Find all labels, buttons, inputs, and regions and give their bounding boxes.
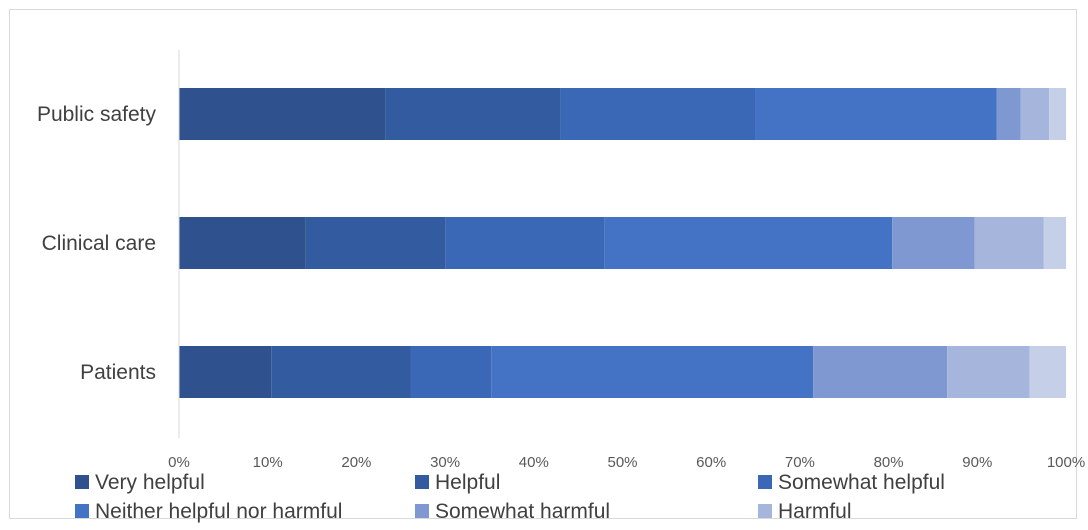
category-label: Public safety <box>37 103 157 126</box>
bar-segment-public-safety-3 <box>755 88 997 140</box>
x-tick-label: 10% <box>253 454 283 471</box>
bar-segment-patients-0 <box>179 346 272 398</box>
x-tick-label: 50% <box>607 454 637 471</box>
x-tick-label: 20% <box>341 454 371 471</box>
legend-swatch <box>758 504 772 518</box>
legend-swatch <box>75 475 89 489</box>
bar-segment-patients-6 <box>1029 346 1066 398</box>
bar-segment-patients-5 <box>947 346 1030 398</box>
category-labels: Public safety Clinical care Patients <box>37 103 157 384</box>
legend-item-neither-helpful-nor-harmful: Neither helpful nor harmful <box>75 500 342 523</box>
legend-label: Somewhat helpful <box>778 471 945 494</box>
bar-segment-public-safety-0 <box>179 88 386 140</box>
x-tick-label: 60% <box>696 454 726 471</box>
x-tick-label: 70% <box>785 454 815 471</box>
bar-segment-clinical-care-1 <box>305 217 446 269</box>
legend-label: Somewhat harmful <box>435 500 610 523</box>
bar-segment-clinical-care-5 <box>974 217 1044 269</box>
bar-segment-clinical-care-2 <box>445 217 605 269</box>
legend-item-very-helpful: Very helpful <box>75 471 205 494</box>
bar-segment-public-safety-2 <box>560 88 756 140</box>
legend-swatch <box>758 475 772 489</box>
legend-swatch <box>415 504 429 518</box>
legend-item-harmful: Harmful <box>758 500 852 523</box>
bar-segment-patients-2 <box>410 346 492 398</box>
legend-item-somewhat-harmful: Somewhat harmful <box>415 500 610 523</box>
bar-segment-public-safety-5 <box>1020 88 1050 140</box>
x-tick-label: 30% <box>430 454 460 471</box>
bar-segment-public-safety-4 <box>996 88 1021 140</box>
x-axis-ticks: 0% 10% 20% 30% 40% 50% 60% 70% 80% 90% 100% <box>168 454 1085 471</box>
bar-segment-patients-3 <box>491 346 814 398</box>
legend-label: Neither helpful nor harmful <box>95 500 342 523</box>
x-tick-label: 80% <box>874 454 904 471</box>
legend-item-helpful: Helpful <box>415 471 500 494</box>
bars-layer <box>179 88 1066 398</box>
x-tick-label: 0% <box>168 454 190 471</box>
legend: Very helpful Helpful Somewhat helpful Neith… <box>75 471 945 523</box>
category-label: Clinical care <box>42 232 156 255</box>
bar-segment-patients-1 <box>271 346 411 398</box>
bar-segment-clinical-care-4 <box>892 217 975 269</box>
legend-label: Harmful <box>778 500 852 523</box>
legend-item-somewhat-helpful: Somewhat helpful <box>758 471 945 494</box>
legend-swatch <box>415 475 429 489</box>
bar-segment-clinical-care-0 <box>179 217 306 269</box>
x-tick-label: 40% <box>519 454 549 471</box>
legend-label: Helpful <box>435 471 500 494</box>
x-tick-label: 100% <box>1047 454 1085 471</box>
bar-segment-patients-4 <box>813 346 948 398</box>
x-tick-label: 90% <box>962 454 992 471</box>
category-label: Patients <box>80 361 156 384</box>
bar-segment-clinical-care-6 <box>1043 217 1066 269</box>
legend-label: Very helpful <box>95 471 205 494</box>
bar-segment-clinical-care-3 <box>604 217 893 269</box>
bar-segment-public-safety-1 <box>385 88 561 140</box>
bar-segment-public-safety-6 <box>1049 88 1066 140</box>
legend-swatch <box>75 504 89 518</box>
